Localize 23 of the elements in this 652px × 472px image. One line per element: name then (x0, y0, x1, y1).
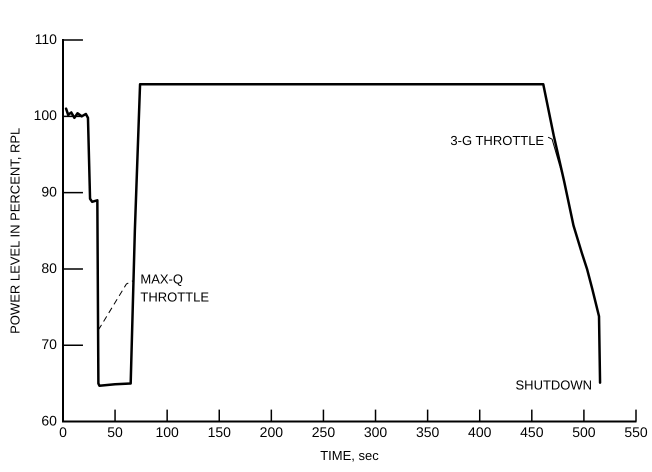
x-tick-label: 0 (59, 424, 68, 440)
x-tick-label: 350 (416, 424, 440, 440)
x-tick-label: 250 (312, 424, 336, 440)
x-tick-label: 550 (624, 424, 648, 440)
y-tick-label: 60 (41, 412, 58, 428)
x-tick-label: 300 (364, 424, 388, 440)
x-tick-label: 150 (208, 424, 232, 440)
y-tick-label: 100 (34, 107, 58, 124)
x-tick-label: 200 (260, 424, 284, 440)
x-axis-title: TIME, sec (320, 448, 380, 463)
y-tick-label: 110 (34, 30, 58, 47)
annotation: 3-G THROTTLE (450, 132, 544, 148)
annotation: MAX-Q THROTTLE (140, 272, 210, 305)
x-tick-label: 50 (107, 424, 124, 440)
x-tick-label: 400 (468, 424, 492, 440)
y-axis-title: POWER LEVEL IN PERCENT, RPL (7, 128, 22, 334)
annotation: SHUTDOWN (516, 377, 592, 392)
y-tick-label: 70 (41, 336, 58, 352)
x-tick-label: 500 (572, 424, 596, 440)
x-tick-label: 450 (520, 424, 544, 440)
x-tick-label: 100 (155, 424, 180, 440)
y-tick-label: 90 (41, 184, 58, 200)
y-tick-label: 80 (41, 260, 58, 276)
